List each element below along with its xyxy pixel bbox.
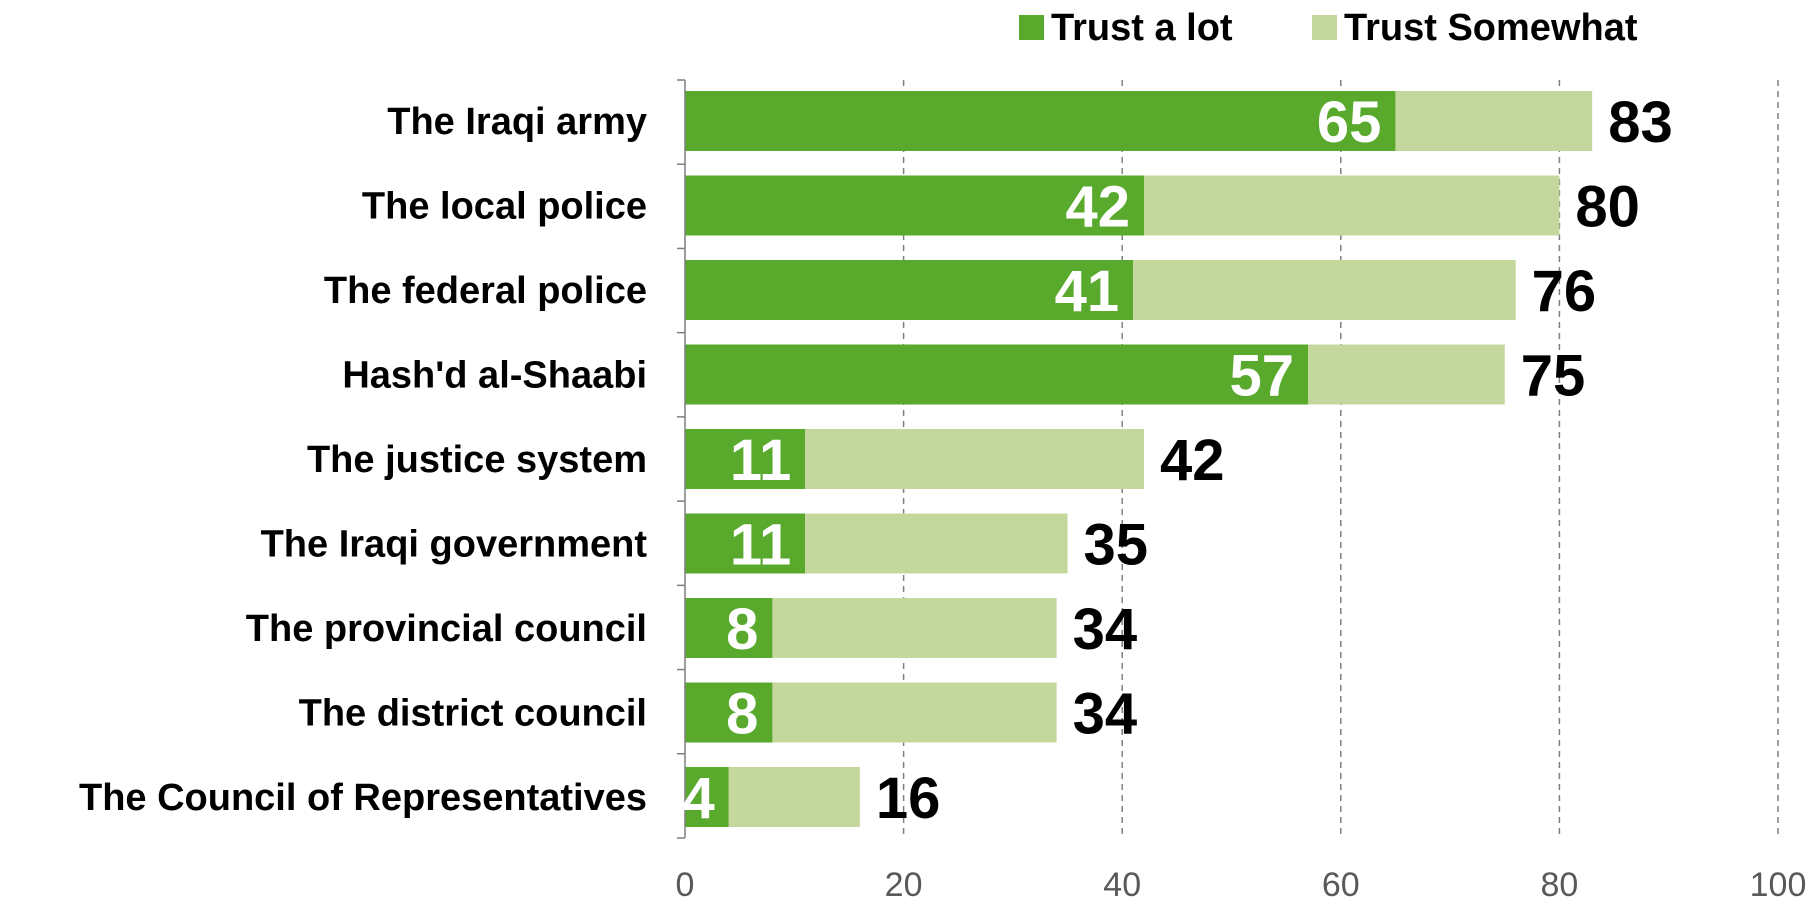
- value-labels: 65 83 42 80 41 76 57 75 11 42 11 35 8 34 8 34 4 16: [682, 90, 1672, 831]
- bar-trust-a-lot: [685, 598, 773, 658]
- legend-trust-somewhat-swatch: [1312, 15, 1337, 40]
- bar-trust-somewhat: [1144, 175, 1560, 236]
- legend-trust-somewhat-label: Trust Somewhat: [1344, 7, 1638, 49]
- x-axis-ticks: 0 20 40 60 80 100: [676, 866, 1807, 897]
- bar-trust-a-lot: [685, 513, 806, 574]
- x-tick-label: 40: [1103, 866, 1141, 897]
- x-tick-label: 20: [885, 866, 923, 897]
- x-tick-label: 60: [1322, 866, 1360, 897]
- inner-value-label: 8: [726, 597, 758, 662]
- bar-trust-a-lot: [685, 175, 1145, 236]
- legend-trust-a-lot-label: Trust a lot: [1051, 7, 1233, 49]
- total-value-label: 83: [1608, 90, 1673, 155]
- x-tick-label: 0: [676, 866, 695, 897]
- category-label: The federal police: [324, 270, 647, 312]
- category-label: The Council of Representatives: [79, 777, 647, 819]
- total-value-label: 80: [1575, 175, 1640, 240]
- category-label: The provincial council: [246, 608, 647, 650]
- category-label: The district council: [299, 693, 647, 735]
- bar-trust-somewhat: [1308, 344, 1505, 405]
- bar-trust-somewhat: [728, 767, 860, 827]
- bar-trust-a-lot: [685, 91, 1396, 151]
- legend: Trust a lot Trust Somewhat: [1019, 7, 1638, 49]
- category-label: The Iraqi government: [261, 524, 648, 566]
- total-value-label: 16: [876, 766, 941, 831]
- bar-trust-somewhat: [772, 682, 1057, 743]
- legend-trust-a-lot-swatch: [1019, 15, 1044, 40]
- bars: [685, 91, 1593, 827]
- bar-trust-a-lot: [685, 767, 729, 827]
- category-labels: The Iraqi army The local police The federa…: [79, 101, 647, 819]
- inner-value-label: 41: [1055, 259, 1120, 324]
- x-tick-label: 80: [1540, 866, 1578, 897]
- bar-trust-somewhat: [1133, 260, 1516, 320]
- inner-value-label: 42: [1066, 175, 1131, 240]
- total-value-label: 76: [1532, 259, 1597, 324]
- bar-trust-a-lot: [685, 260, 1134, 320]
- category-label: The justice system: [307, 439, 647, 481]
- inner-value-label: 65: [1317, 90, 1382, 155]
- bar-trust-somewhat: [805, 429, 1145, 489]
- total-value-label: 75: [1521, 344, 1586, 409]
- category-label: Hash'd al-Shaabi: [342, 355, 647, 397]
- bar-trust-somewhat: [772, 598, 1057, 658]
- x-tick-label: 100: [1750, 866, 1807, 897]
- y-axis: [677, 79, 686, 839]
- total-value-label: 34: [1073, 597, 1138, 662]
- inner-value-label: 57: [1229, 344, 1294, 409]
- total-value-label: 34: [1073, 682, 1138, 747]
- bar-trust-a-lot: [685, 682, 773, 743]
- bar-trust-a-lot: [685, 344, 1309, 405]
- category-label: The local police: [362, 186, 647, 228]
- inner-value-label: 11: [730, 428, 791, 493]
- inner-value-label: 11: [730, 513, 791, 578]
- inner-value-label: 4: [682, 766, 714, 831]
- total-value-label: 35: [1084, 513, 1149, 578]
- bar-trust-somewhat: [1395, 91, 1593, 151]
- bar-trust-a-lot: [685, 429, 806, 489]
- total-value-label: 42: [1160, 428, 1225, 493]
- category-label: The Iraqi army: [387, 101, 647, 143]
- bar-trust-somewhat: [805, 513, 1068, 574]
- inner-value-label: 8: [726, 682, 758, 747]
